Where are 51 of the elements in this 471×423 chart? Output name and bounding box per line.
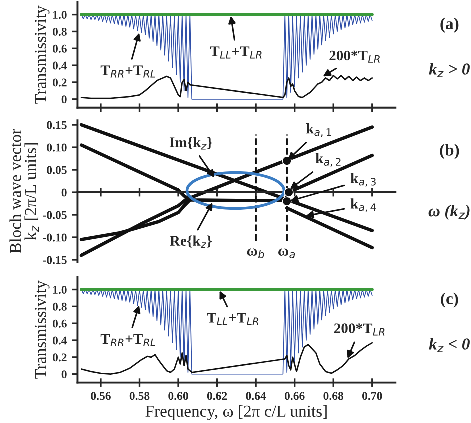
text: (b): [440, 144, 460, 160]
annotation: Im{k$_{z}$}: [170, 137, 212, 150]
annotation: 200*T$_{LR}$: [334, 324, 385, 336]
y-tick-label: 1.0: [53, 286, 67, 294]
y-tick-label: -0.15: [43, 256, 67, 264]
annotation: k$_{a,2}$: [316, 153, 341, 168]
annotation: T$_{LL}$+T$_{LR}$: [210, 46, 262, 59]
y-tick-label: 0: [62, 188, 67, 197]
y-tick-label: 0.2: [52, 78, 67, 87]
ref-line-label: ω$_{a}$: [278, 248, 296, 259]
y-tick-label: 1.0: [53, 11, 67, 20]
annotation: Re{k$_{z}$}: [170, 236, 212, 248]
x-axis-title: Frequency, ω [2π c/L units]: [146, 405, 327, 420]
text: k$_{z}$ < 0: [429, 338, 470, 352]
y-tick-label: 0.8: [52, 302, 67, 311]
annotation: T$_{RR}$+T$_{RL}$: [100, 66, 156, 78]
annotation: T$_{LL}$+T$_{LR}$: [207, 313, 259, 326]
y-tick-label: 0.10: [47, 144, 67, 152]
text: (a): [440, 18, 459, 33]
y-tick-label: 0.2: [52, 354, 67, 362]
y-tick-label: -0.05: [43, 211, 67, 220]
annotation: k$_{a,1}$: [306, 124, 332, 138]
y-tick-label: 0.6: [52, 320, 67, 328]
y-tick-label: -0.10: [43, 234, 67, 242]
y-tick-label: 0.4: [52, 336, 68, 345]
y-tick-label: 0.15: [47, 121, 67, 130]
annotation: T$_{RR}$+T$_{RL}$: [100, 334, 156, 346]
y-tick-label: 0: [62, 96, 67, 104]
annotation: k$_{a,3}$: [350, 173, 376, 187]
x-tick-label: 0.68: [324, 392, 344, 400]
y-tick-label: 0.6: [52, 44, 67, 53]
y-axis-title: Transmissivity: [35, 6, 50, 104]
y-tick-label: 0: [62, 370, 67, 379]
x-tick-label: 0.58: [130, 392, 150, 400]
y-axis-title: Transmissivity: [35, 280, 50, 379]
text: k$_{z}$ > 0: [429, 63, 470, 78]
y-tick-label: 0.05: [47, 166, 67, 174]
y-tick-label: 0.8: [52, 28, 67, 36]
annotation: 200*T$_{LR}$: [330, 50, 380, 63]
x-tick-label: 0.62: [207, 392, 228, 400]
x-tick-label: 0.60: [168, 392, 188, 400]
text: ω (k$_{z}$): [428, 204, 470, 220]
x-tick-label: 0.64: [246, 392, 266, 400]
ref-line-label: ω$_{b}$: [247, 248, 264, 259]
annotation: k$_{a,4}$: [350, 198, 376, 212]
y-axis-title: Bloch wave vector k$_{z}$ [2π/L units]: [10, 129, 40, 254]
text: (c): [441, 292, 458, 308]
y-tick-label: 0.4: [52, 62, 68, 70]
x-tick-label: 0.70: [362, 392, 382, 400]
x-tick-label: 0.56: [91, 392, 111, 400]
x-tick-label: 0.66: [284, 392, 305, 400]
